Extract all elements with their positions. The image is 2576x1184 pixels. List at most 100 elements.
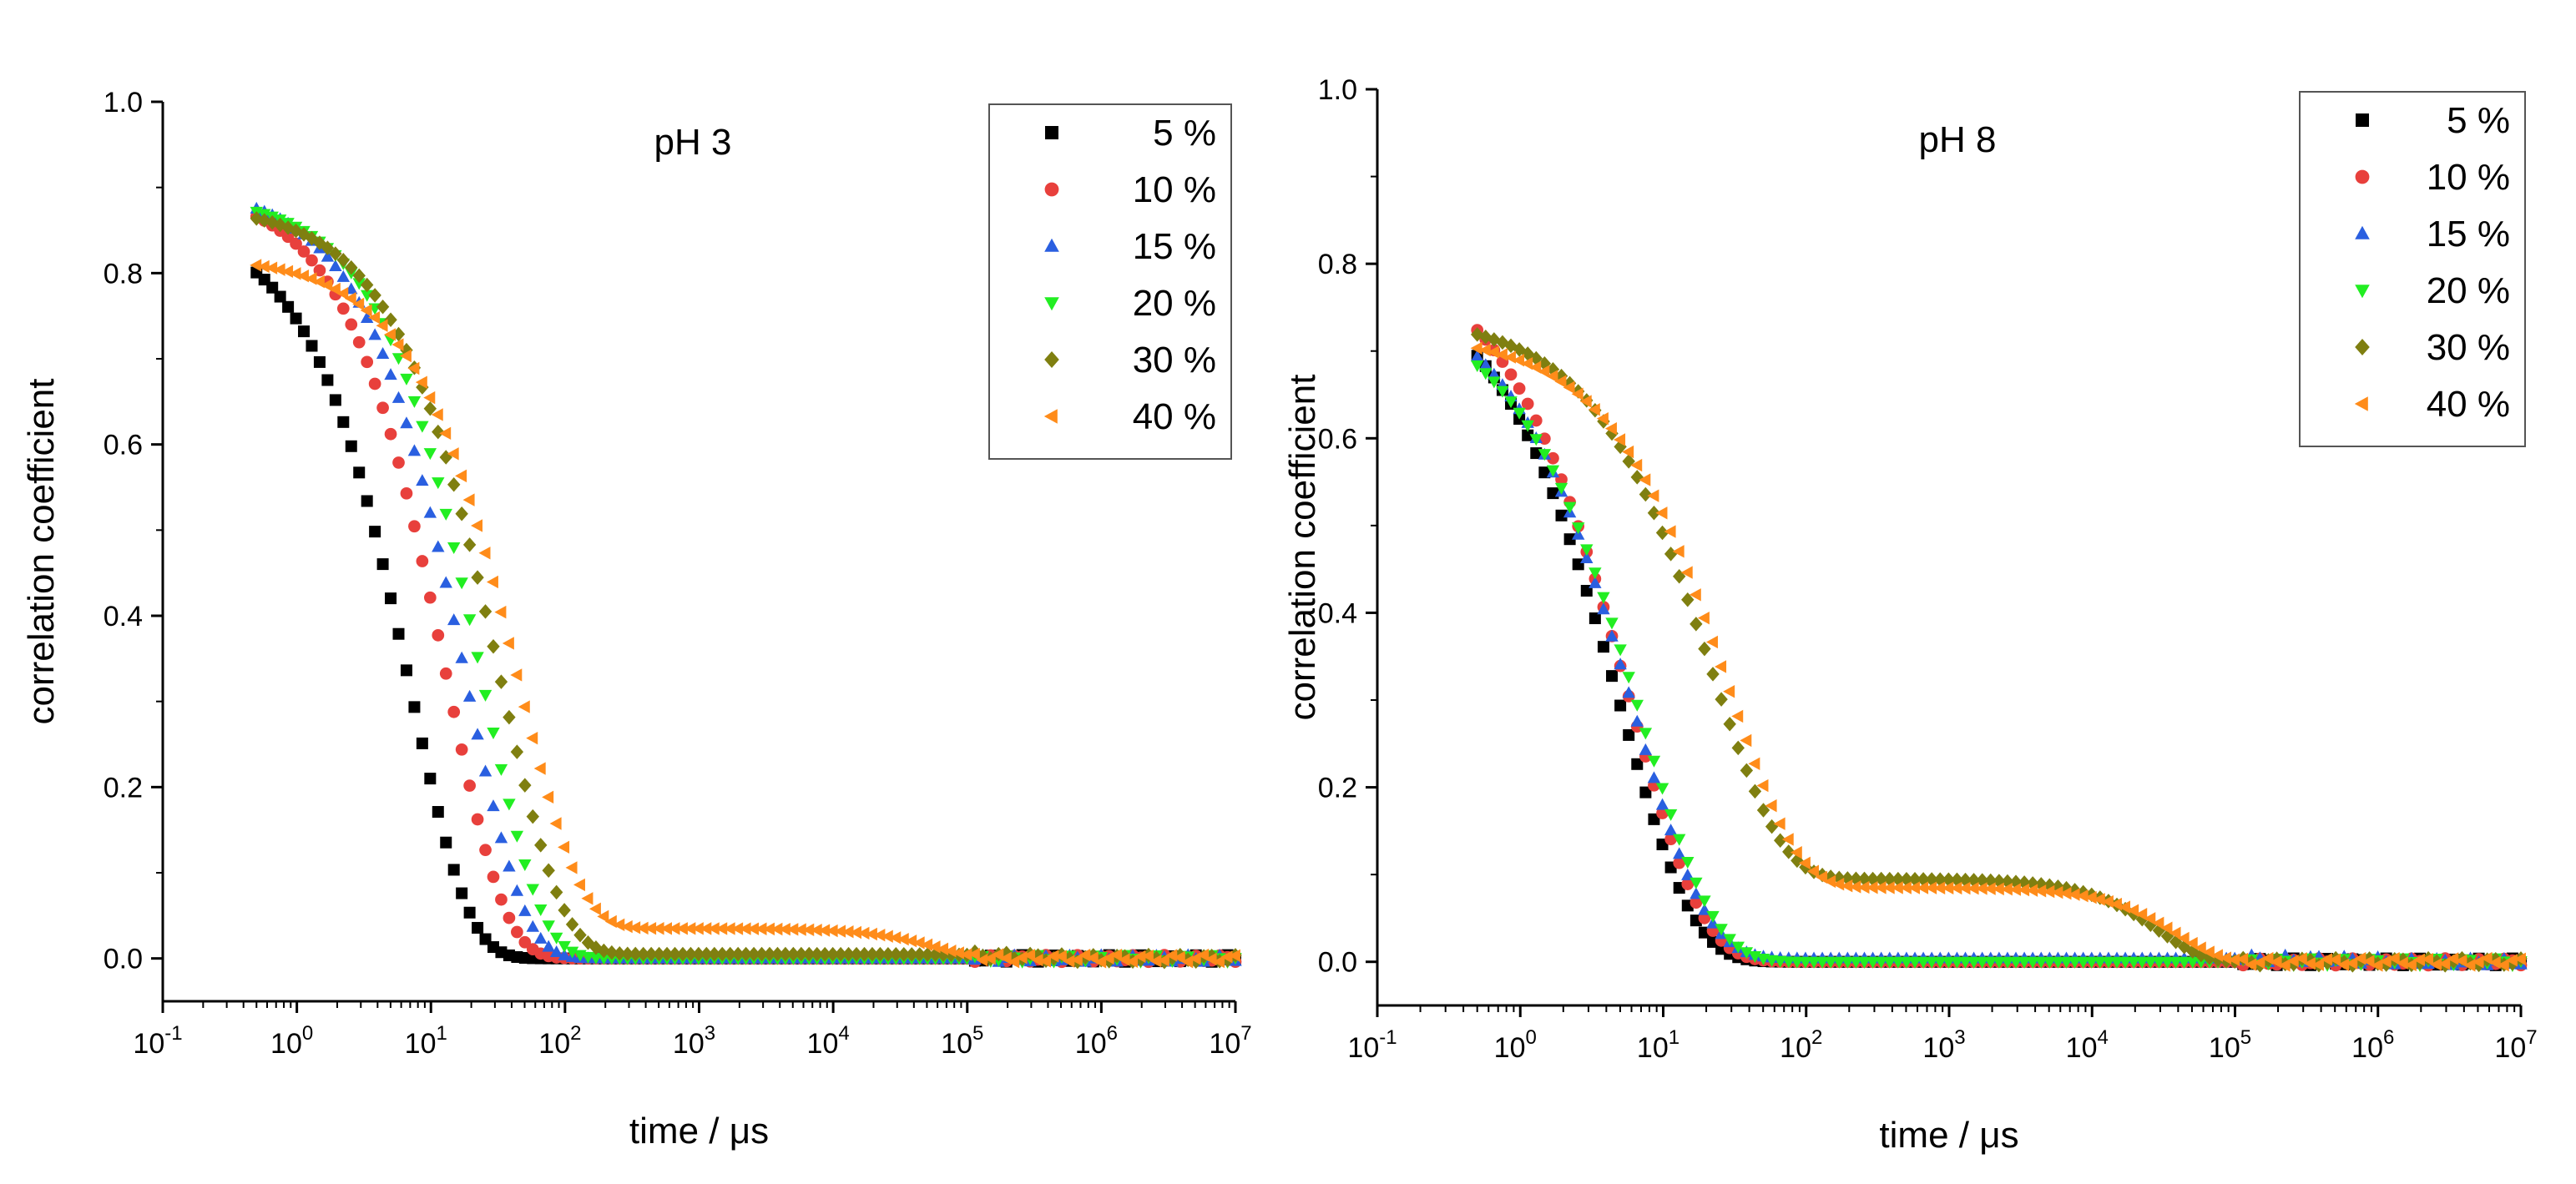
data-point [1614, 439, 1627, 455]
data-point [2160, 956, 2174, 969]
data-point [1141, 949, 1154, 963]
data-point [439, 508, 452, 521]
data-point [1917, 881, 1929, 894]
data-point [472, 921, 484, 934]
data-point [2177, 931, 2190, 945]
data-point [1690, 877, 1703, 889]
data-point [857, 926, 870, 940]
data-point [1673, 856, 1686, 869]
data-point [487, 728, 500, 740]
data-point [873, 946, 887, 962]
data-point [967, 947, 980, 961]
x-axis-title: time / μs [1879, 1115, 2018, 1156]
data-point [1479, 368, 1493, 380]
data-point [1832, 878, 1845, 891]
data-point [400, 486, 413, 500]
data-point [1538, 355, 1552, 371]
x-tick-base: 10 [1494, 1032, 1526, 1064]
x-tick-label: 100 [1494, 1026, 1537, 1064]
data-point [2236, 952, 2249, 966]
data-point [700, 946, 714, 962]
data-point [510, 744, 524, 759]
data-point [2220, 951, 2232, 965]
data-point [1731, 740, 1745, 756]
data-point [2018, 956, 2031, 969]
data-point [432, 477, 445, 490]
legend-label: 30 % [1133, 340, 1216, 380]
x-tick-label: 10-1 [1347, 1026, 1397, 1064]
legend-marker [2355, 169, 2370, 184]
data-point [2034, 877, 2048, 892]
data-point [328, 282, 341, 296]
x-tick-exponent: 0 [302, 1022, 313, 1045]
data-point [416, 555, 429, 567]
data-point [2447, 952, 2459, 965]
data-point [794, 923, 806, 936]
data-point [423, 401, 437, 416]
data-point [881, 946, 895, 962]
data-point [1554, 482, 1568, 495]
data-point [779, 946, 792, 962]
data-point [447, 864, 460, 876]
data-point [1773, 955, 1787, 968]
y-tick-label: 1.0 [104, 87, 143, 118]
data-point [463, 779, 476, 792]
x-axis-title: time / μs [629, 1111, 769, 1151]
data-point [424, 773, 437, 785]
data-point [684, 946, 698, 962]
data-point [352, 278, 366, 290]
legend-marker [2355, 285, 2370, 299]
data-point [1849, 871, 1863, 887]
data-point [2034, 956, 2048, 969]
data-point [1799, 956, 1812, 969]
data-point [455, 577, 468, 590]
x-tick-exponent: 6 [2383, 1026, 2394, 1049]
data-point [432, 540, 445, 552]
data-point [2422, 952, 2434, 966]
legend-label: 40 % [1133, 396, 1216, 437]
data-point [1647, 505, 1661, 521]
data-point [1630, 458, 1643, 472]
data-point [1614, 657, 1627, 670]
data-point [1866, 881, 1878, 894]
data-point [542, 940, 555, 952]
data-point [368, 310, 381, 325]
data-point [1984, 956, 1998, 969]
data-point [376, 558, 389, 571]
data-point [1690, 896, 1703, 909]
y-tick-label: 0.8 [1318, 249, 1357, 280]
x-tick-exponent: 4 [2097, 1026, 2108, 1049]
data-point [1883, 956, 1897, 969]
data-point [778, 922, 790, 936]
data-point [1639, 473, 1651, 486]
data-point [1110, 948, 1123, 962]
data-point [613, 945, 627, 961]
data-point [2135, 908, 2148, 921]
data-point [549, 932, 563, 945]
data-point [2009, 956, 2023, 969]
data-point [1478, 343, 1491, 357]
data-point [2152, 956, 2166, 969]
data-point [510, 830, 524, 843]
data-point [1681, 856, 1695, 869]
data-point [534, 904, 548, 916]
data-point [1706, 910, 1720, 923]
data-point [897, 932, 909, 946]
data-point [1655, 506, 1668, 520]
data-point [1529, 434, 1543, 446]
data-point [1925, 956, 1938, 969]
data-point [1504, 368, 1518, 381]
x-tick-label: 102 [1780, 1026, 1822, 1064]
data-point [1647, 755, 1661, 768]
data-point [1197, 948, 1210, 962]
data-point [2321, 953, 2333, 966]
data-point [1015, 950, 1028, 965]
data-point [2160, 921, 2173, 935]
data-point [1038, 955, 1051, 968]
x-tick-exponent: 5 [972, 1022, 983, 1045]
data-point [447, 476, 461, 492]
legend: 5 % 10 % 15 % 20 % 30 % 40 % [988, 103, 1232, 460]
data-point [1907, 881, 1920, 894]
data-point [1521, 356, 1533, 370]
data-point [353, 466, 366, 479]
